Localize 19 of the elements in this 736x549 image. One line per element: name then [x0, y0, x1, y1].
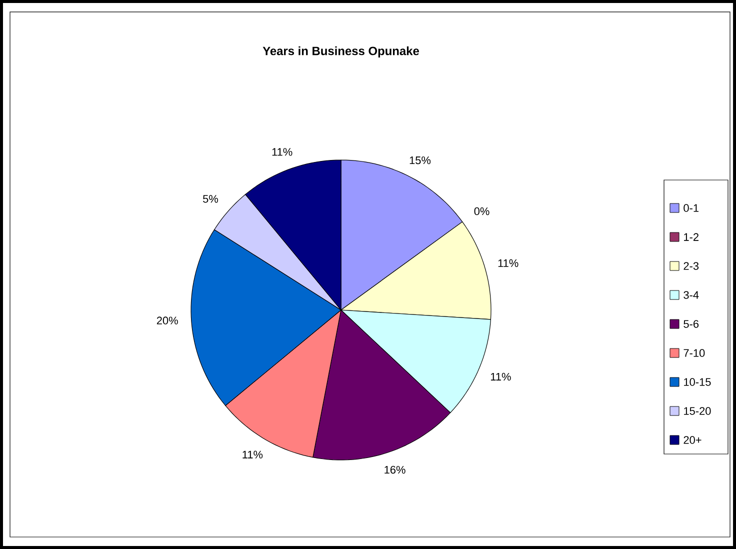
legend-label: 15-20	[684, 407, 711, 415]
legend-label: 10-15	[684, 378, 711, 386]
data-label: 16%	[384, 466, 406, 474]
legend-label: 7-10	[684, 349, 705, 357]
data-label: 11%	[490, 372, 511, 381]
legend-label: 1-2	[684, 233, 698, 241]
data-label: 15%	[410, 156, 431, 164]
legend-label: 0-1	[684, 204, 699, 212]
legend-label: 5-6	[684, 320, 699, 328]
data-label: 11%	[272, 148, 292, 156]
data-label: 11%	[242, 450, 263, 458]
data-label: 20%	[156, 316, 178, 324]
text: 0%	[474, 207, 490, 216]
data-label: 11%	[498, 259, 518, 267]
legend-label: 3-4	[684, 291, 699, 299]
data-label: 5%	[203, 195, 218, 203]
legend-label: 2-3	[684, 262, 699, 270]
chart-title: Years in Business Opunake	[262, 46, 419, 58]
legend-label: 20+	[684, 436, 702, 444]
